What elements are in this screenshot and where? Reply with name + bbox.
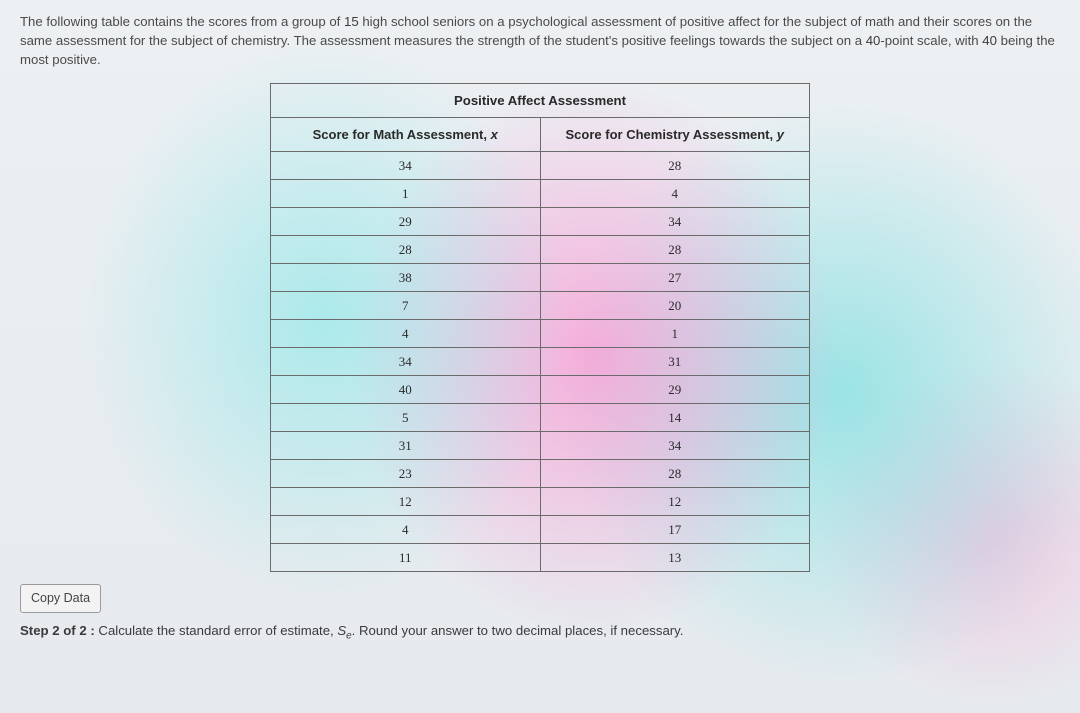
cell-x: 23: [271, 460, 541, 488]
step-text-a: Calculate the standard error of estimate…: [95, 623, 338, 638]
table-row: 2828: [271, 236, 810, 264]
table-body: 3428142934282838277204134314029514313423…: [271, 152, 810, 572]
cell-x: 5: [271, 404, 541, 432]
cell-y: 20: [540, 292, 810, 320]
col-x-var: x: [491, 127, 498, 142]
col-y-label: Score for Chemistry Assessment,: [566, 127, 777, 142]
table-row: 3428: [271, 152, 810, 180]
affect-table: Positive Affect Assessment Score for Mat…: [270, 83, 810, 572]
prompt-text: -point scale, with: [880, 33, 982, 48]
cell-x: 1: [271, 180, 541, 208]
col-x-label: Score for Math Assessment,: [313, 127, 491, 142]
step-line: Step 2 of 2 : Calculate the standard err…: [20, 621, 1060, 644]
cell-y: 13: [540, 544, 810, 572]
cell-x: 34: [271, 152, 541, 180]
table-row: 514: [271, 404, 810, 432]
copy-data-button[interactable]: Copy Data: [20, 584, 101, 612]
bottom-area: Copy Data Step 2 of 2 : Calculate the st…: [20, 584, 1060, 643]
cell-y: 31: [540, 348, 810, 376]
scale-top: 40: [982, 33, 997, 48]
step-symbol: Se: [337, 623, 351, 638]
col-y-var: y: [777, 127, 784, 142]
cell-x: 34: [271, 348, 541, 376]
cell-y: 34: [540, 432, 810, 460]
cell-x: 4: [271, 320, 541, 348]
table-row: 14: [271, 180, 810, 208]
cell-y: 4: [540, 180, 810, 208]
cell-y: 29: [540, 376, 810, 404]
cell-y: 17: [540, 516, 810, 544]
table-row: 3827: [271, 264, 810, 292]
cell-y: 34: [540, 208, 810, 236]
table-row: 4029: [271, 376, 810, 404]
table-row: 1212: [271, 488, 810, 516]
cell-y: 14: [540, 404, 810, 432]
step-label: Step 2 of 2 :: [20, 623, 95, 638]
cell-x: 38: [271, 264, 541, 292]
col-header-x: Score for Math Assessment, x: [271, 118, 541, 152]
table-row: 1113: [271, 544, 810, 572]
cell-y: 27: [540, 264, 810, 292]
cell-x: 28: [271, 236, 541, 264]
cell-y: 28: [540, 460, 810, 488]
table-row: 2934: [271, 208, 810, 236]
cell-x: 29: [271, 208, 541, 236]
cell-x: 12: [271, 488, 541, 516]
table-row: 720: [271, 292, 810, 320]
table-title: Positive Affect Assessment: [271, 84, 810, 118]
prompt-text: The following table contains the scores …: [20, 14, 344, 29]
student-count: 15: [344, 14, 359, 29]
table-row: 3431: [271, 348, 810, 376]
cell-x: 40: [271, 376, 541, 404]
symbol-main: S: [337, 623, 346, 638]
cell-x: 11: [271, 544, 541, 572]
cell-x: 7: [271, 292, 541, 320]
cell-y: 12: [540, 488, 810, 516]
cell-y: 28: [540, 152, 810, 180]
table-row: 417: [271, 516, 810, 544]
question-prompt: The following table contains the scores …: [20, 12, 1060, 69]
cell-x: 31: [271, 432, 541, 460]
cell-y: 1: [540, 320, 810, 348]
step-text-b: . Round your answer to two decimal place…: [352, 623, 684, 638]
scale-max: 40: [866, 33, 881, 48]
cell-x: 4: [271, 516, 541, 544]
table-row: 41: [271, 320, 810, 348]
table-container: Positive Affect Assessment Score for Mat…: [20, 83, 1060, 572]
table-row: 3134: [271, 432, 810, 460]
cell-y: 28: [540, 236, 810, 264]
table-row: 2328: [271, 460, 810, 488]
col-header-y: Score for Chemistry Assessment, y: [540, 118, 810, 152]
